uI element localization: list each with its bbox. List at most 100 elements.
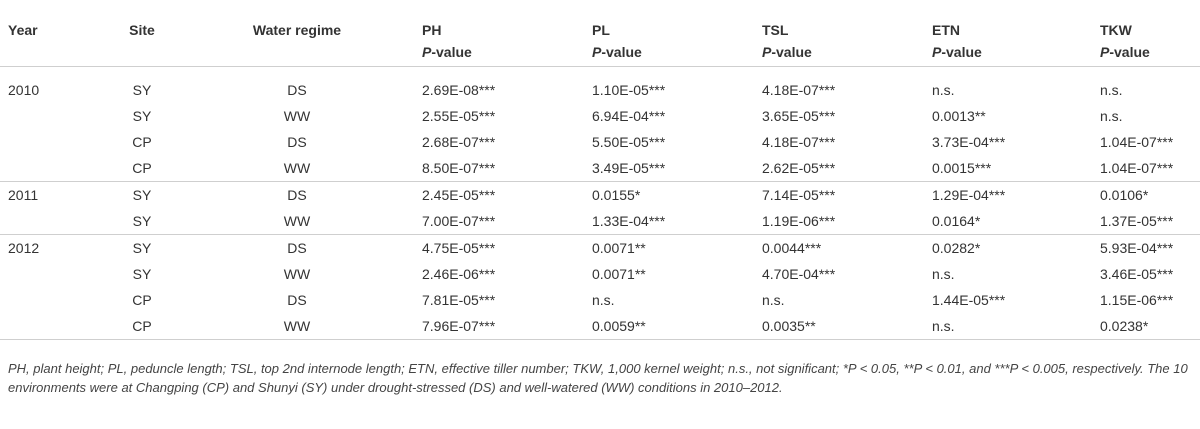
header-trait-tkw: TKW <box>1100 22 1132 38</box>
cell-tsl: 2.62E-05*** <box>762 160 836 176</box>
pvalue-suffix: -value <box>771 44 812 60</box>
cell-pl: 0.0059** <box>592 313 762 340</box>
cell-site: CP <box>132 292 152 308</box>
cell-ph: 2.68E-07*** <box>422 134 496 150</box>
cell-ph: 7.96E-07*** <box>422 313 592 340</box>
cell-tsl: n.s. <box>762 292 785 308</box>
cell-pl: 1.10E-05*** <box>592 82 666 98</box>
cell-water-regime: WW <box>283 213 311 229</box>
cell-tkw: 1.15E-06*** <box>1100 292 1174 308</box>
cell-year <box>0 313 112 340</box>
cell-pl: 3.49E-05*** <box>592 160 666 176</box>
cell-tkw: 1.37E-05*** <box>1100 213 1174 229</box>
table-row: CP DS 7.81E-05*** n.s. n.s. 1.44E-05*** 1.15E-… <box>0 287 1200 313</box>
cell-water-regime: WW <box>283 108 311 124</box>
cell-ph: 4.75E-05*** <box>422 234 592 261</box>
cell-pl: 0.0155* <box>592 181 762 208</box>
subheader-pvalue: P-value <box>1100 38 1200 67</box>
header-row: Year Site Water regime PH PL TSL ETN TKW <box>0 10 1200 38</box>
header-trait-ph: PH <box>422 22 442 38</box>
cell-pl: 1.33E-04*** <box>592 213 666 229</box>
pvalue-suffix: -value <box>431 44 472 60</box>
pvalue-suffix: -value <box>601 44 642 60</box>
cell-etn: 0.0015*** <box>932 160 992 176</box>
cell-etn: 1.29E-04*** <box>932 181 1100 208</box>
table-row: CP WW 8.50E-07*** 3.49E-05*** 2.62E-05*** 0.0… <box>0 155 1200 182</box>
header-water-regime: Water regime <box>252 22 342 38</box>
table-row: SY WW 7.00E-07*** 1.33E-04*** 1.19E-06*** 0.0… <box>0 208 1200 235</box>
cell-water-regime: DS <box>287 134 307 150</box>
cell-tsl: 4.70E-04*** <box>762 266 836 282</box>
cell-water-regime: WW <box>283 160 311 176</box>
cell-site: SY <box>132 108 152 124</box>
subheader-pvalue: P-value <box>422 38 592 67</box>
header-trait-tsl: TSL <box>762 22 789 38</box>
cell-site: SY <box>132 82 152 98</box>
table-body: 2010 SY DS 2.69E-08*** 1.10E-05*** 4.18E-07**… <box>0 67 1200 340</box>
cell-year: 2011 <box>0 181 112 208</box>
cell-year: 2012 <box>0 234 112 261</box>
table-footnote: PH, plant height; PL, peduncle length; T… <box>8 361 1188 395</box>
cell-tkw: 1.04E-07*** <box>1100 134 1174 150</box>
pvalue-table: Year Site Water regime PH PL TSL ETN TKW… <box>0 10 1200 340</box>
pvalue-p: P <box>592 44 602 60</box>
cell-ph: 8.50E-07*** <box>422 160 496 176</box>
subheader-pvalue: P-value <box>762 38 932 67</box>
cell-site: CP <box>112 313 172 340</box>
subheader-pvalue: P-value <box>932 38 1100 67</box>
cell-etn: 1.44E-05*** <box>932 292 1006 308</box>
cell-pl: 0.0071** <box>592 234 762 261</box>
table-row: 2011 SY DS 2.45E-05*** 0.0155* 7.14E-05*** 1.2… <box>0 181 1200 208</box>
cell-ph: 7.81E-05*** <box>422 292 496 308</box>
cell-tkw: 0.0238* <box>1100 313 1200 340</box>
table-row: SY WW 2.46E-06*** 0.0071** 4.70E-04*** n.s. 3.… <box>0 261 1200 287</box>
cell-tkw: 0.0106* <box>1100 181 1200 208</box>
cell-water-regime: WW <box>283 266 311 282</box>
cell-etn: n.s. <box>932 266 955 282</box>
cell-etn: n.s. <box>932 82 955 98</box>
subheader-empty <box>112 38 172 67</box>
table-row: 2012 SY DS 4.75E-05*** 0.0071** 0.0044*** 0.02… <box>0 234 1200 261</box>
cell-tsl: 3.65E-05*** <box>762 108 836 124</box>
cell-pl: n.s. <box>592 292 615 308</box>
cell-ph: 2.55E-05*** <box>422 108 496 124</box>
cell-year: 2010 <box>8 82 40 98</box>
subheader-pvalue: P-value <box>592 38 762 67</box>
cell-year <box>0 261 112 287</box>
cell-year <box>0 287 112 313</box>
cell-ph: 2.45E-05*** <box>422 181 592 208</box>
cell-pl: 6.94E-04*** <box>592 108 666 124</box>
cell-etn: 0.0164* <box>932 213 981 229</box>
cell-etn: 0.0282* <box>932 234 1100 261</box>
cell-site: SY <box>132 266 152 282</box>
header-trait-pl: PL <box>592 22 610 38</box>
cell-tkw: 5.93E-04*** <box>1100 234 1200 261</box>
subheader-empty <box>0 38 112 67</box>
cell-ph: 2.69E-08*** <box>422 82 496 98</box>
cell-year <box>0 129 112 155</box>
cell-water-regime: WW <box>172 313 422 340</box>
table-row: SY WW 2.55E-05*** 6.94E-04*** 3.65E-05*** 0.0… <box>0 103 1200 129</box>
cell-water-regime: DS <box>287 82 307 98</box>
cell-tsl: 7.14E-05*** <box>762 181 932 208</box>
cell-tsl: 4.18E-07*** <box>762 82 836 98</box>
cell-water-regime: DS <box>287 292 307 308</box>
cell-tkw: 1.04E-07*** <box>1100 160 1174 176</box>
subheader-empty <box>172 38 422 67</box>
header-trait-etn: ETN <box>932 22 960 38</box>
cell-etn: 3.73E-04*** <box>932 134 1006 150</box>
cell-site: SY <box>112 234 172 261</box>
cell-year <box>0 155 112 182</box>
cell-ph: 7.00E-07*** <box>422 213 496 229</box>
table-row: CP DS 2.68E-07*** 5.50E-05*** 4.18E-07*** 3.7… <box>0 129 1200 155</box>
cell-site: SY <box>112 181 172 208</box>
pvalue-suffix: -value <box>941 44 982 60</box>
cell-tsl: 4.18E-07*** <box>762 134 836 150</box>
cell-site: SY <box>132 213 152 229</box>
table-row: 2010 SY DS 2.69E-08*** 1.10E-05*** 4.18E-07**… <box>0 67 1200 104</box>
cell-water-regime: DS <box>172 181 422 208</box>
header-year: Year <box>8 22 38 38</box>
subheader-row: P-value P-value P-value P-value P-value <box>0 38 1200 67</box>
cell-year <box>0 103 112 129</box>
